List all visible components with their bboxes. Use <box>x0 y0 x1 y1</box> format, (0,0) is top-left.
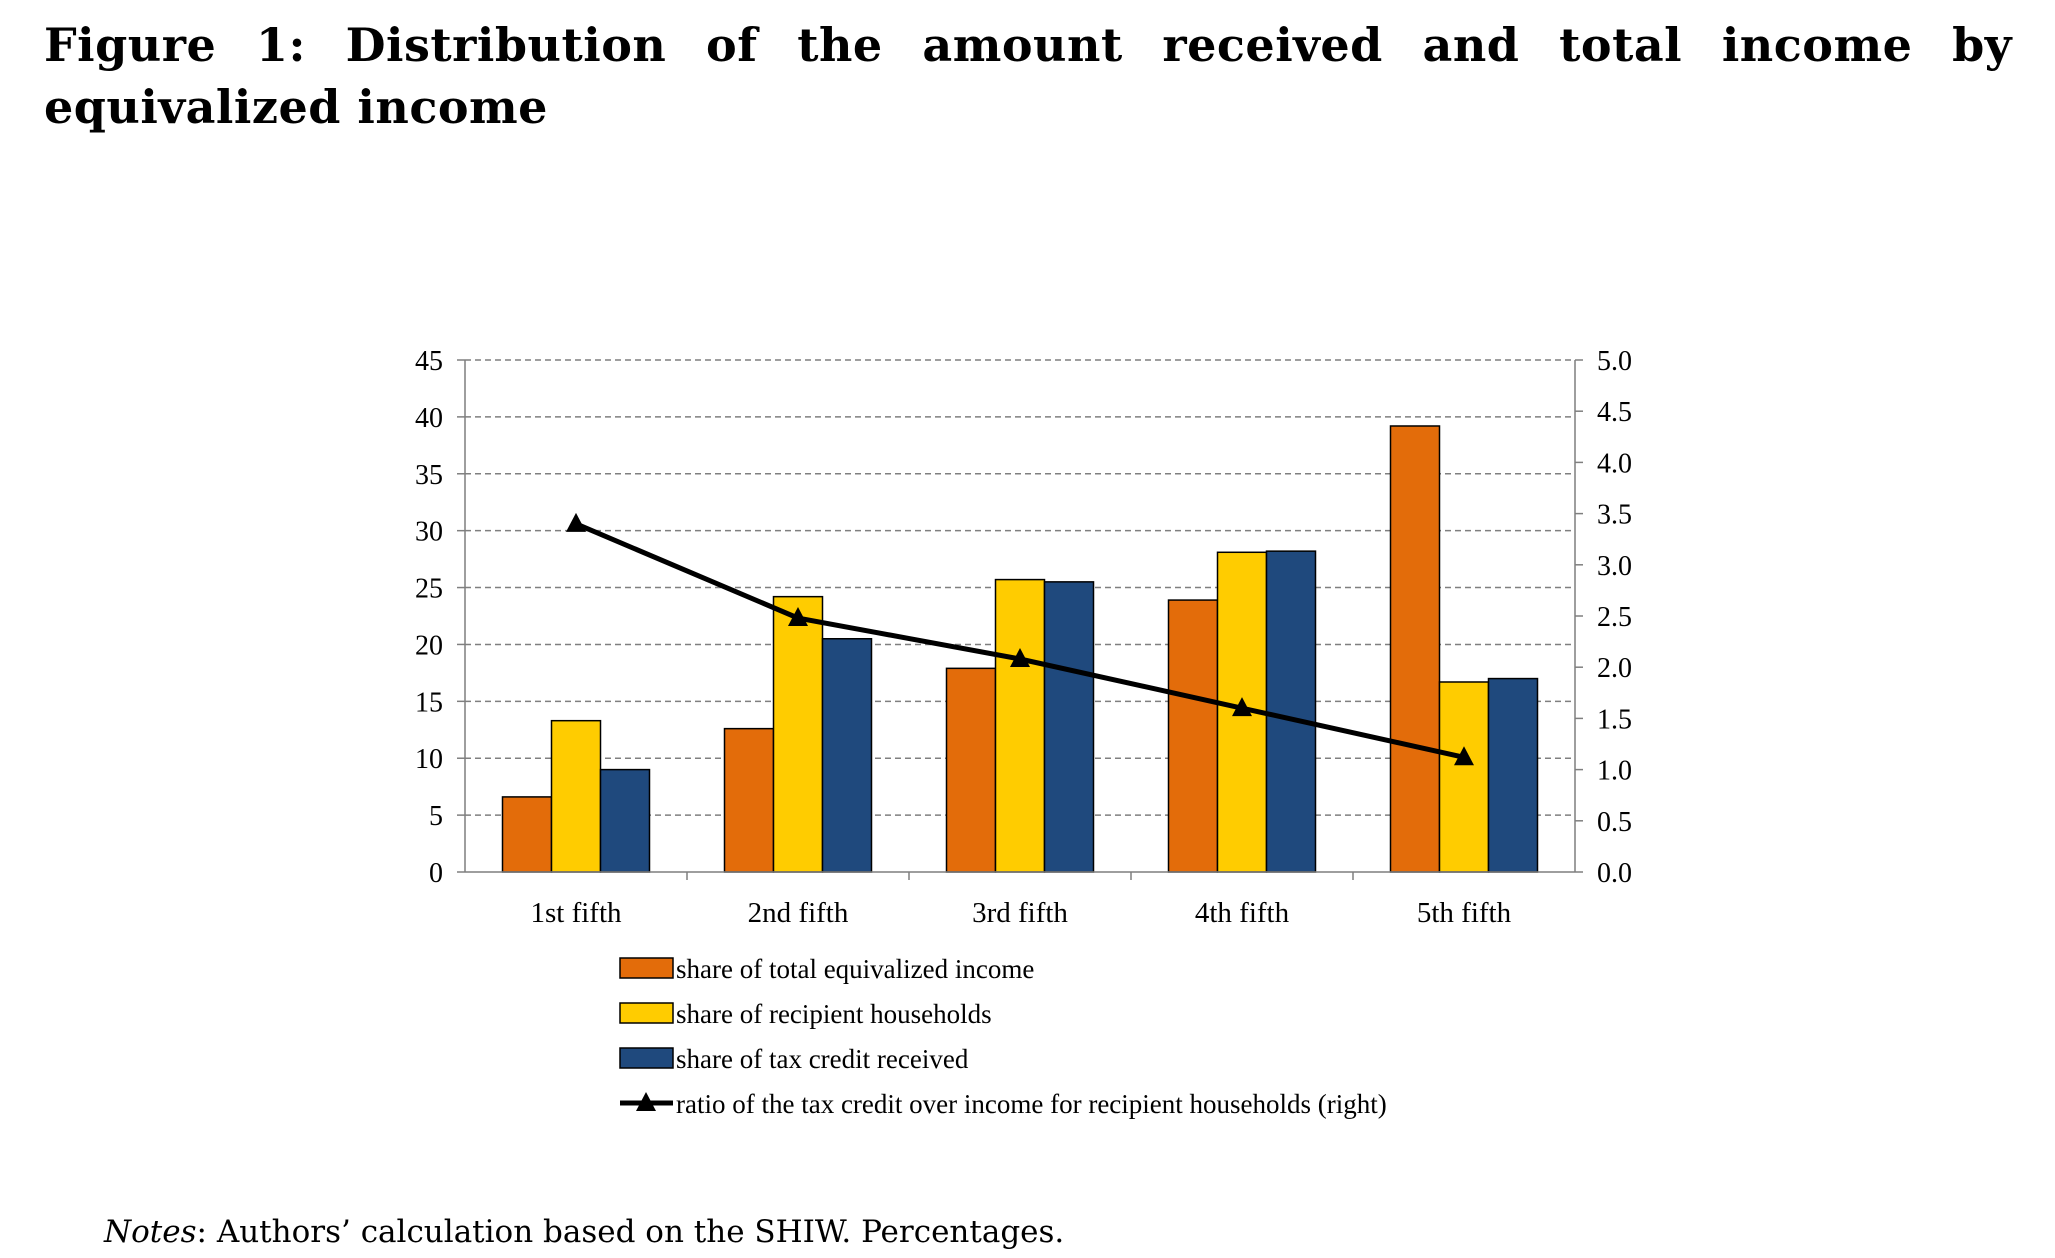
figure-notes: Notes: Authors’ calculation based on the… <box>104 1212 1064 1252</box>
right-axis-tick-label: 3.5 <box>1597 500 1632 531</box>
bar <box>599 768 651 873</box>
notes-label: Notes <box>104 1214 197 1250</box>
right-axis-tick-label: 4.0 <box>1597 448 1632 479</box>
bar <box>1438 681 1490 873</box>
bar <box>1265 550 1317 873</box>
line-marker <box>788 607 808 627</box>
bar <box>945 667 997 873</box>
x-axis-tick-label: 1st fifth <box>530 897 622 929</box>
right-axis-tick-label: 2.0 <box>1597 653 1632 684</box>
left-axis-tick-label: 35 <box>415 460 443 491</box>
notes-text: : Authors’ calculation based on the SHIW… <box>196 1214 1065 1250</box>
legend-swatch <box>619 1002 674 1024</box>
line-marker <box>1010 648 1030 668</box>
bar <box>1167 599 1219 873</box>
figure-title: Figure 1: Distribution of the amount rec… <box>44 18 2012 134</box>
bar <box>723 727 775 873</box>
left-axis-tick-label: 45 <box>415 346 443 377</box>
right-axis-tick-label: 2.5 <box>1597 602 1632 633</box>
bar <box>501 796 553 873</box>
bar <box>550 719 602 873</box>
legend-label: ratio of the tax credit over income for … <box>676 1089 1387 1119</box>
legend-label: share of recipient households <box>676 999 992 1029</box>
right-axis-tick-label: 3.0 <box>1597 551 1632 582</box>
x-axis-tick-label: 5th fifth <box>1417 897 1512 929</box>
line-marker <box>566 512 586 532</box>
right-axis-tick-label: 1.0 <box>1597 756 1632 787</box>
legend-label: share of tax credit received <box>676 1044 969 1074</box>
legend-label: share of total equivalized income <box>676 954 1034 984</box>
bar <box>772 595 824 873</box>
left-axis-tick-label: 25 <box>415 574 443 605</box>
line-marker <box>1232 697 1252 717</box>
left-axis-tick-label: 0 <box>429 858 443 889</box>
x-axis-tick-label: 4th fifth <box>1195 897 1290 929</box>
left-axis-tick-label: 15 <box>415 687 443 718</box>
left-axis-tick-label: 5 <box>429 801 443 832</box>
right-axis-tick-label: 0.0 <box>1597 858 1632 889</box>
legend-marker <box>636 1092 656 1111</box>
bar <box>994 578 1046 873</box>
bar <box>1487 677 1539 873</box>
x-axis-tick-label: 2nd fifth <box>748 897 849 929</box>
legend-swatch <box>619 1047 674 1069</box>
bar <box>1043 581 1095 873</box>
left-axis-tick-label: 30 <box>415 517 443 548</box>
right-axis-tick-label: 0.5 <box>1597 807 1632 838</box>
legend-swatch <box>619 957 674 979</box>
right-axis-tick-label: 1.5 <box>1597 704 1632 735</box>
left-axis-tick-label: 40 <box>415 403 443 434</box>
x-axis-tick-label: 3rd fifth <box>972 897 1068 929</box>
left-axis-tick-label: 10 <box>415 744 443 775</box>
line-marker <box>1454 746 1474 766</box>
left-axis-tick-label: 20 <box>415 630 443 661</box>
right-axis-tick-label: 4.5 <box>1597 397 1632 428</box>
right-axis-tick-label: 5.0 <box>1597 346 1632 377</box>
bar <box>821 638 873 873</box>
bar <box>1389 425 1441 873</box>
